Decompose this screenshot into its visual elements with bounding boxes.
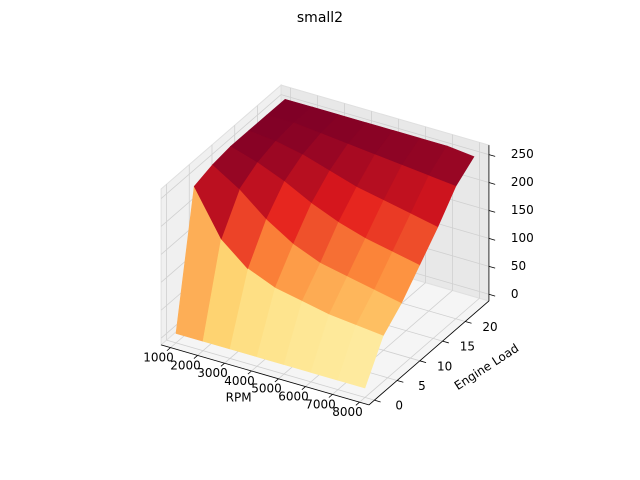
x-axis-label: RPM [226,390,252,404]
grid-line [280,94,490,155]
tick-mark [166,347,171,352]
x-tick-label: 5000 [251,382,282,396]
tick-mark [274,378,279,383]
z-tick-label: 100 [511,231,534,245]
tick-mark [488,182,496,185]
grid-line [160,94,282,199]
tick-mark [301,386,306,391]
tick-mark [419,360,427,363]
x-tick-label: 3000 [197,366,228,380]
y-tick-label: 10 [437,359,452,373]
z-tick-label: 0 [511,287,519,301]
tick-mark [220,362,225,367]
grid-line [359,297,480,403]
y-tick-label: 15 [460,340,475,354]
x-tick-label: 6000 [278,389,309,403]
tick-mark [193,355,198,359]
surface-patch [337,324,384,389]
tick-mark [396,380,404,383]
axis-line [368,300,490,406]
axis-line [160,344,370,406]
z-tick-label: 50 [511,259,526,273]
tick-mark [488,265,496,269]
x-tick-label: 4000 [224,374,255,388]
z-tick-label: 200 [511,175,534,189]
tick-mark [465,321,472,324]
tick-mark [488,238,496,241]
x-tick-label: 8000 [332,405,363,419]
tick-mark [488,154,496,157]
tick-mark [488,210,496,213]
tick-mark [247,370,252,375]
surface-patch [193,164,240,240]
grid-line [166,339,375,401]
tick-mark [355,401,360,406]
z-tick-label: 250 [511,147,534,161]
tick-mark [488,293,496,297]
z-tick-label: 150 [511,203,534,217]
y-tick-label: 5 [418,379,426,393]
tick-mark [374,399,381,403]
x-tick-label: 1000 [143,351,174,365]
chart-title: small2 [297,10,343,26]
y-tick-label: 0 [395,399,403,413]
tick-mark [328,394,333,398]
tick-mark [442,340,449,344]
x-tick-label: 2000 [170,358,201,372]
x-tick-label: 7000 [305,397,336,411]
y-tick-label: 20 [482,320,497,334]
